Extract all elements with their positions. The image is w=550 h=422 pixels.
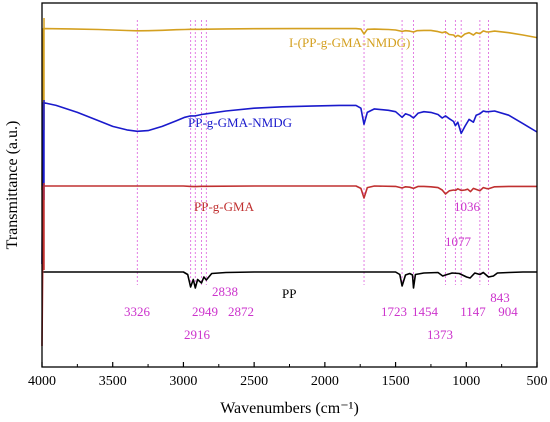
peak-label-2949: 2949 [192, 304, 218, 319]
y-axis-title: Transmittance (a.u.) [4, 121, 21, 250]
x-tick-label: 1000 [452, 374, 480, 389]
series-label: PP [282, 286, 296, 301]
peak-label-904: 904 [498, 304, 518, 319]
peak-label-2838: 2838 [212, 284, 238, 299]
series-label: PP-g-GMA [194, 199, 255, 214]
peak-label-1723: 1723 [381, 304, 407, 319]
series-line-pp-g-gma-nmdg [41, 101, 538, 265]
peak-label-1454: 1454 [412, 304, 439, 319]
series-label: PP-g-GMA-NMDG [188, 115, 292, 130]
peak-label-1077: 1077 [445, 234, 472, 249]
x-tick-label: 3000 [169, 374, 197, 389]
series-line-pp [43, 271, 537, 289]
series-line-pp-g-gma [41, 185, 537, 347]
peak-label-2916: 2916 [184, 327, 211, 342]
x-tick-label: 1500 [382, 374, 410, 389]
peak-label-1036: 1036 [454, 199, 481, 214]
peak-label-843: 843 [490, 290, 510, 305]
series-label: I-(PP-g-GMA-NMDG) [289, 35, 410, 50]
peak-label-1147: 1147 [460, 304, 486, 319]
reference-lines [136, 20, 489, 285]
series-line-i-pp-g-gma-nmdg- [41, 27, 538, 191]
x-tick-label: 4000 [28, 374, 56, 389]
x-axis-ticks: 4000 3500 3000 2500 2000 1500 1000 500 [28, 362, 548, 389]
peak-label-2872: 2872 [228, 304, 254, 319]
peak-label-3326: 3326 [124, 304, 151, 319]
x-axis-title: Wavenumbers (cm⁻¹) [220, 400, 359, 417]
x-tick-label: 2000 [311, 374, 339, 389]
annotations: I-(PP-g-GMA-NMDG) PP-g-GMA-NMDG PP-g-GMA PP… [124, 35, 518, 342]
x-tick-label: 2500 [240, 374, 268, 389]
spectra [41, 18, 538, 347]
x-tick-label: 500 [527, 374, 548, 389]
peak-label-1373: 1373 [427, 327, 453, 342]
x-tick-label: 3500 [99, 374, 127, 389]
